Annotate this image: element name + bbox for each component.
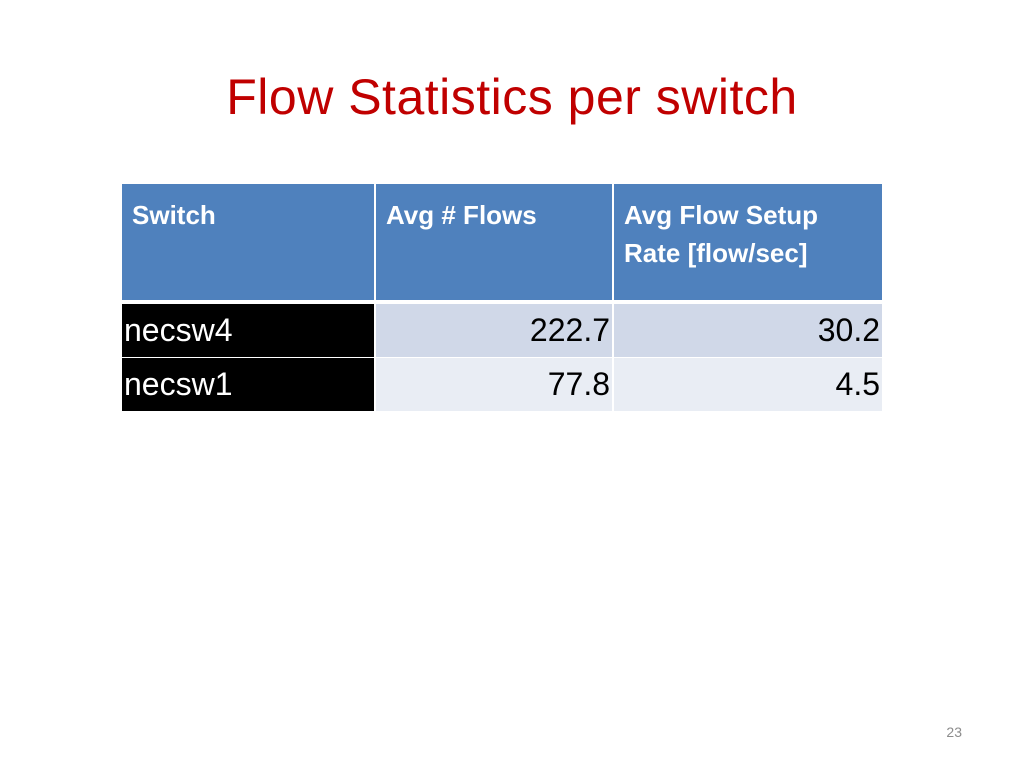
avg-flows-cell: 77.8 — [375, 357, 614, 412]
flow-statistics-table: Switch Avg # Flows Avg Flow Setup Rate [… — [122, 184, 882, 412]
switch-name-cell: necsw1 — [122, 357, 376, 412]
switch-name-cell: necsw4 — [122, 302, 376, 358]
column-header-avg-setup-rate: Avg Flow Setup Rate [flow/sec] — [613, 184, 882, 304]
column-header-switch: Switch — [122, 184, 376, 304]
avg-setup-rate-cell: 4.5 — [613, 357, 882, 412]
table-row: necsw4 222.7 30.2 — [122, 302, 882, 358]
table-header-row: Switch Avg # Flows Avg Flow Setup Rate [… — [122, 184, 882, 304]
slide-title: Flow Statistics per switch — [226, 69, 798, 125]
column-header-avg-flows: Avg # Flows — [375, 184, 614, 304]
table-row: necsw1 77.8 4.5 — [122, 357, 882, 412]
avg-flows-cell: 222.7 — [375, 302, 614, 358]
page-number: 23 — [946, 724, 962, 740]
avg-setup-rate-cell: 30.2 — [613, 302, 882, 358]
